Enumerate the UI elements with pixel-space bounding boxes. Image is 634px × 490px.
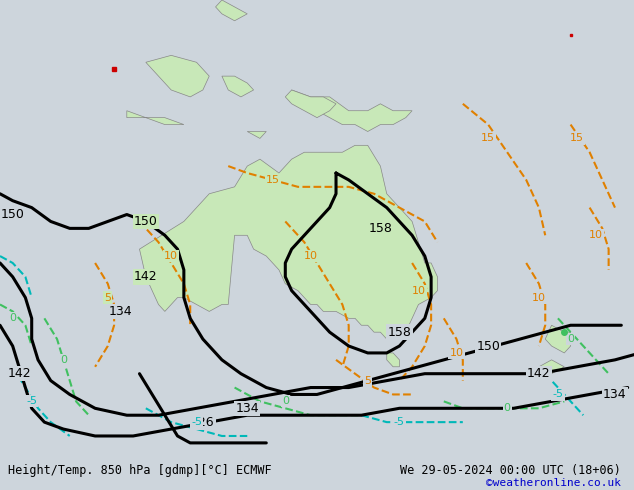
Polygon shape: [216, 0, 247, 21]
Text: 134: 134: [235, 402, 259, 415]
Text: 158: 158: [387, 326, 411, 339]
Text: Height/Temp. 850 hPa [gdmp][°C] ECMWF: Height/Temp. 850 hPa [gdmp][°C] ECMWF: [8, 464, 271, 477]
Text: 142: 142: [134, 270, 158, 283]
Polygon shape: [292, 90, 412, 131]
Text: 0: 0: [9, 313, 16, 323]
Text: 5: 5: [364, 376, 372, 386]
Polygon shape: [545, 325, 571, 353]
Text: 142: 142: [7, 367, 31, 380]
Polygon shape: [387, 353, 399, 367]
Text: 10: 10: [411, 286, 425, 295]
Text: 10: 10: [450, 348, 463, 358]
Text: ©weatheronline.co.uk: ©weatheronline.co.uk: [486, 478, 621, 488]
Text: 126: 126: [191, 416, 215, 429]
Text: We 29-05-2024 00:00 UTC (18+06): We 29-05-2024 00:00 UTC (18+06): [401, 464, 621, 477]
Text: -5: -5: [394, 417, 405, 427]
Text: -5: -5: [552, 390, 564, 399]
Polygon shape: [247, 131, 266, 138]
Text: 10: 10: [589, 230, 603, 240]
Text: 142: 142: [527, 367, 551, 380]
Polygon shape: [526, 360, 564, 374]
Polygon shape: [146, 55, 209, 97]
Text: 0: 0: [567, 334, 574, 344]
Text: 134: 134: [603, 388, 627, 401]
Text: 150: 150: [134, 215, 158, 228]
Text: 0: 0: [503, 403, 511, 413]
Text: 0: 0: [60, 355, 67, 365]
Text: 150: 150: [1, 208, 25, 221]
Text: 10: 10: [532, 293, 546, 302]
Text: 15: 15: [266, 175, 280, 185]
Polygon shape: [127, 111, 184, 124]
Text: 15: 15: [570, 133, 584, 144]
Text: 15: 15: [481, 133, 495, 144]
Text: -5: -5: [191, 417, 202, 427]
Text: 10: 10: [304, 251, 318, 261]
Text: 150: 150: [476, 340, 500, 352]
Text: 158: 158: [368, 222, 392, 235]
Text: 134: 134: [108, 305, 133, 318]
Text: 10: 10: [164, 251, 178, 261]
Polygon shape: [139, 146, 437, 339]
Text: -5: -5: [26, 396, 37, 406]
Text: 0: 0: [281, 396, 289, 406]
Polygon shape: [222, 76, 254, 97]
Polygon shape: [285, 90, 336, 118]
Text: 5: 5: [104, 293, 112, 302]
